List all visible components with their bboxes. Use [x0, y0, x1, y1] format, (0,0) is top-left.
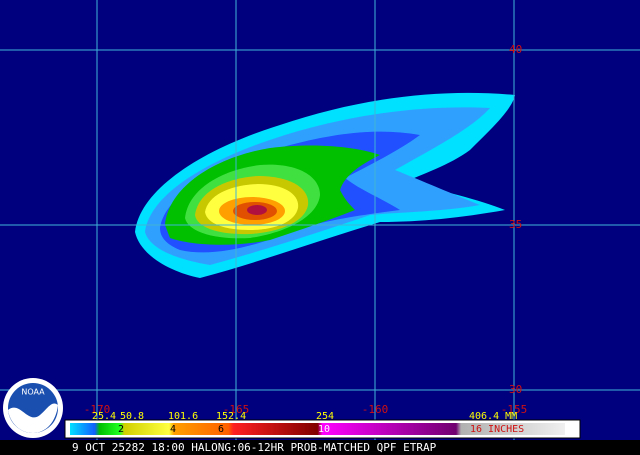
lon-label: -160 [362, 403, 389, 416]
inch-label: 2 [118, 424, 124, 435]
graticule [0, 0, 640, 440]
lat-label: 35 [509, 218, 522, 231]
inch-label: 16 INCHES [470, 424, 524, 435]
logo-text: NOAA [21, 388, 45, 397]
caption-bar [0, 440, 640, 455]
mm-label: 50.8 [120, 411, 144, 422]
mm-label: 101.6 [168, 411, 198, 422]
lon-label: -165 [223, 403, 250, 416]
lon-label: -170 [84, 403, 111, 416]
colorbar [70, 423, 565, 435]
mm-label: 406.4 MM [469, 411, 517, 422]
mm-label: 25.4 [92, 411, 116, 422]
mm-label: 152.4 [216, 411, 246, 422]
lat-label: 40 [509, 43, 522, 56]
lat-label: 30 [509, 383, 522, 396]
precip-field [135, 92, 515, 278]
noaa-logo: NOAA [3, 378, 63, 438]
inch-label: 6 [218, 424, 224, 435]
mm-label: 254 [316, 411, 334, 422]
inch-label: 4 [170, 424, 176, 435]
caption: 9 OCT 25282 18:00 HALONG:06-12HR PROB-MA… [72, 441, 437, 454]
inch-label: 10 [318, 424, 330, 435]
lon-label: -155 [501, 403, 528, 416]
